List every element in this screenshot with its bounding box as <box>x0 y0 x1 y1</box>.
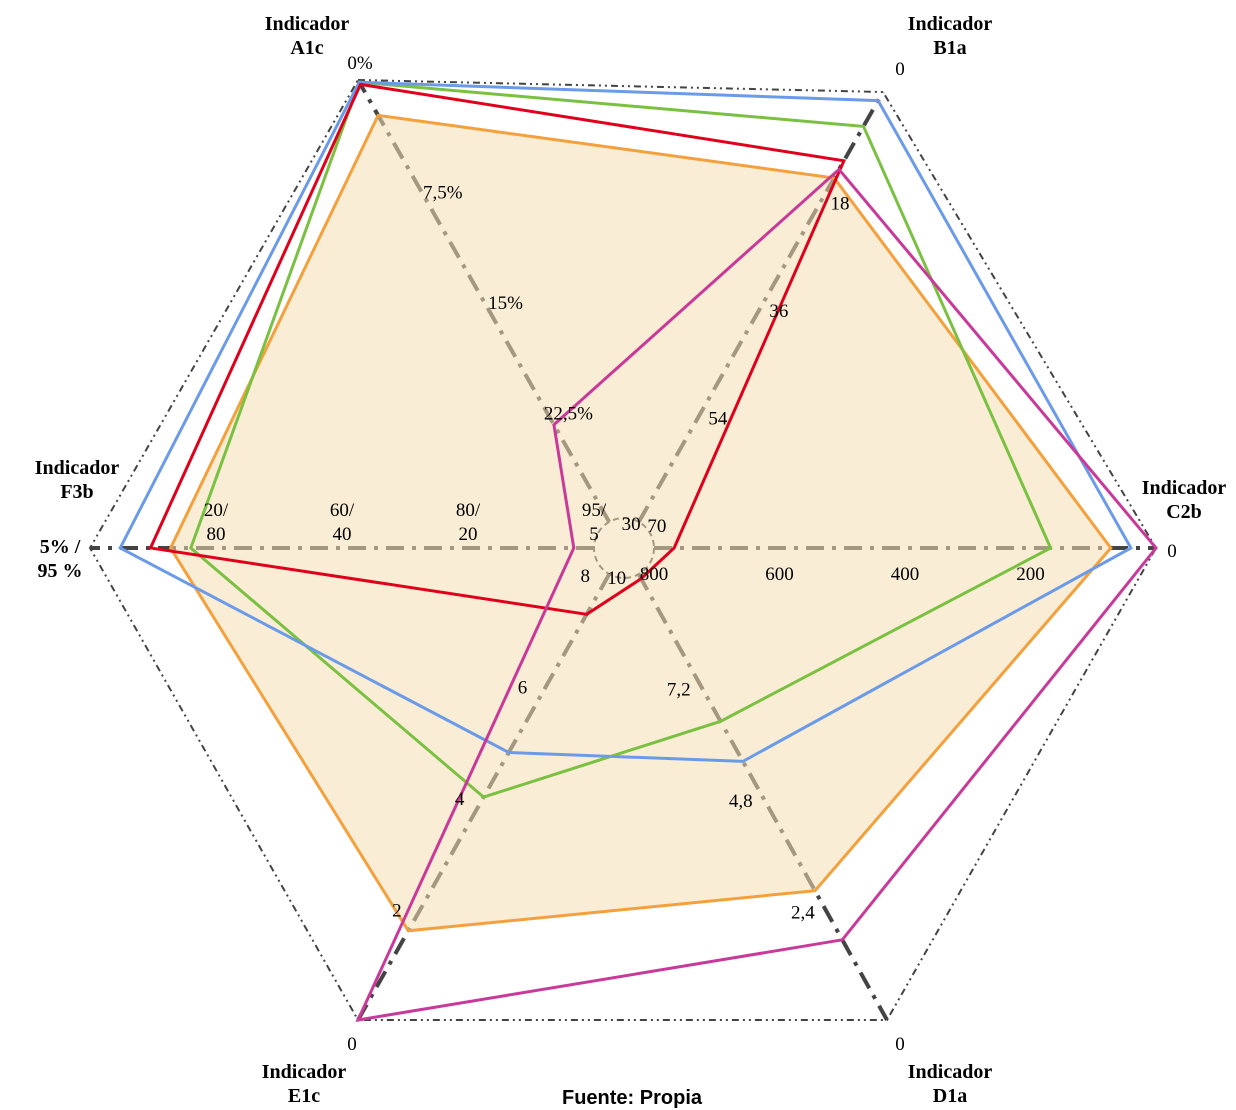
tick-label-b1a-zero: 0 <box>895 59 905 80</box>
tick-label-d1a-zero: 0 <box>895 1034 905 1055</box>
tick-label-f3b: 95/5 <box>582 500 607 545</box>
axis-title-c2b: Indicador C2b <box>1142 477 1227 523</box>
tick-label-f3b-zero: 5% /95 % <box>38 536 83 582</box>
series-line-1 <box>168 113 1113 933</box>
axis-title-line: C2b <box>1166 501 1202 523</box>
series-line-3 <box>118 80 1133 763</box>
tick-label-line: 5% / <box>40 536 81 558</box>
tick-labels: 7,5%15%22,5%300%18365470020040060080002,… <box>38 53 1177 1055</box>
tick-label-f3b: 80/20 <box>456 500 481 545</box>
axis-title-line: Indicador <box>1142 477 1227 499</box>
axis-title-line: D1a <box>933 1085 967 1107</box>
axis-title-line: A1c <box>290 37 323 59</box>
tick-label-line: 40 <box>333 524 352 545</box>
tick-label-e1c: 6 <box>518 678 528 699</box>
tick-label-line: 80/ <box>456 500 481 521</box>
axis-title-line: Indicador <box>35 457 120 479</box>
tick-label-line: 60/ <box>330 500 355 521</box>
tick-label-f3b: 60/40 <box>330 500 355 545</box>
series-group <box>118 80 1158 1022</box>
tick-label-c2b: 600 <box>765 564 794 585</box>
tick-label-d1a: 4,8 <box>729 791 753 812</box>
tick-label-b1a: 18 <box>830 193 849 214</box>
tick-label-b1a: 70 <box>647 516 666 537</box>
tick-label-a1c: 7,5% <box>423 182 463 203</box>
axis-title-line: F3b <box>60 481 93 503</box>
tick-label-c2b: 200 <box>1016 564 1045 585</box>
tick-label-d1a: 10 <box>607 568 626 589</box>
axis-title-line: B1a <box>933 37 966 59</box>
tick-label-line: 20 <box>459 524 478 545</box>
tick-label-b1a: 36 <box>769 301 788 322</box>
series-line-5 <box>355 167 1158 1022</box>
tick-label-a1c-zero: 0% <box>347 53 373 74</box>
tick-label-e1c: 4 <box>455 789 465 810</box>
axis-title-d1a: Indicador D1a <box>908 1061 993 1107</box>
tick-label-e1c-zero: 0 <box>347 1034 357 1055</box>
axis-title-line: Indicador <box>262 1061 347 1083</box>
axis-title-line: Indicador <box>908 13 993 35</box>
tick-label-d1a: 7,2 <box>667 680 691 701</box>
source-note: Fuente: Propia <box>562 1087 703 1109</box>
tick-label-b1a: 54 <box>708 408 728 429</box>
tick-label-c2b-zero: 0 <box>1167 541 1177 562</box>
tick-label-e1c: 8 <box>581 566 591 587</box>
series-line-4 <box>148 82 847 616</box>
tick-label-f3b: 20/80 <box>204 500 229 545</box>
axis-title-line: E1c <box>288 1085 320 1107</box>
axis-title-line: Indicador <box>265 13 350 35</box>
tick-label-line: 95 % <box>38 560 83 582</box>
tick-label-c2b: 400 <box>891 564 920 585</box>
tick-label-c2b: 800 <box>640 564 669 585</box>
axis-title-f3b: Indicador F3b <box>35 457 120 503</box>
tick-label-line: 80 <box>207 524 226 545</box>
tick-label-d1a: 2,4 <box>791 903 815 924</box>
axis-title-line: Indicador <box>908 1061 993 1083</box>
tick-label-a1c: 15% <box>488 293 523 314</box>
axis-title-b1a: Indicador B1a <box>908 13 993 59</box>
axis-title-e1c: Indicador E1c <box>262 1061 347 1107</box>
axis-title-a1c: Indicador A1c <box>265 13 350 59</box>
tick-label-a1c: 30 <box>622 514 641 535</box>
tick-label-line: 20/ <box>204 500 229 521</box>
tick-label-line: 95/ <box>582 500 607 521</box>
series-line-2 <box>189 80 1053 799</box>
tick-label-e1c: 2 <box>392 901 402 922</box>
tick-label-line: 5 <box>589 524 599 545</box>
tick-label-a1c: 22,5% <box>544 403 593 424</box>
